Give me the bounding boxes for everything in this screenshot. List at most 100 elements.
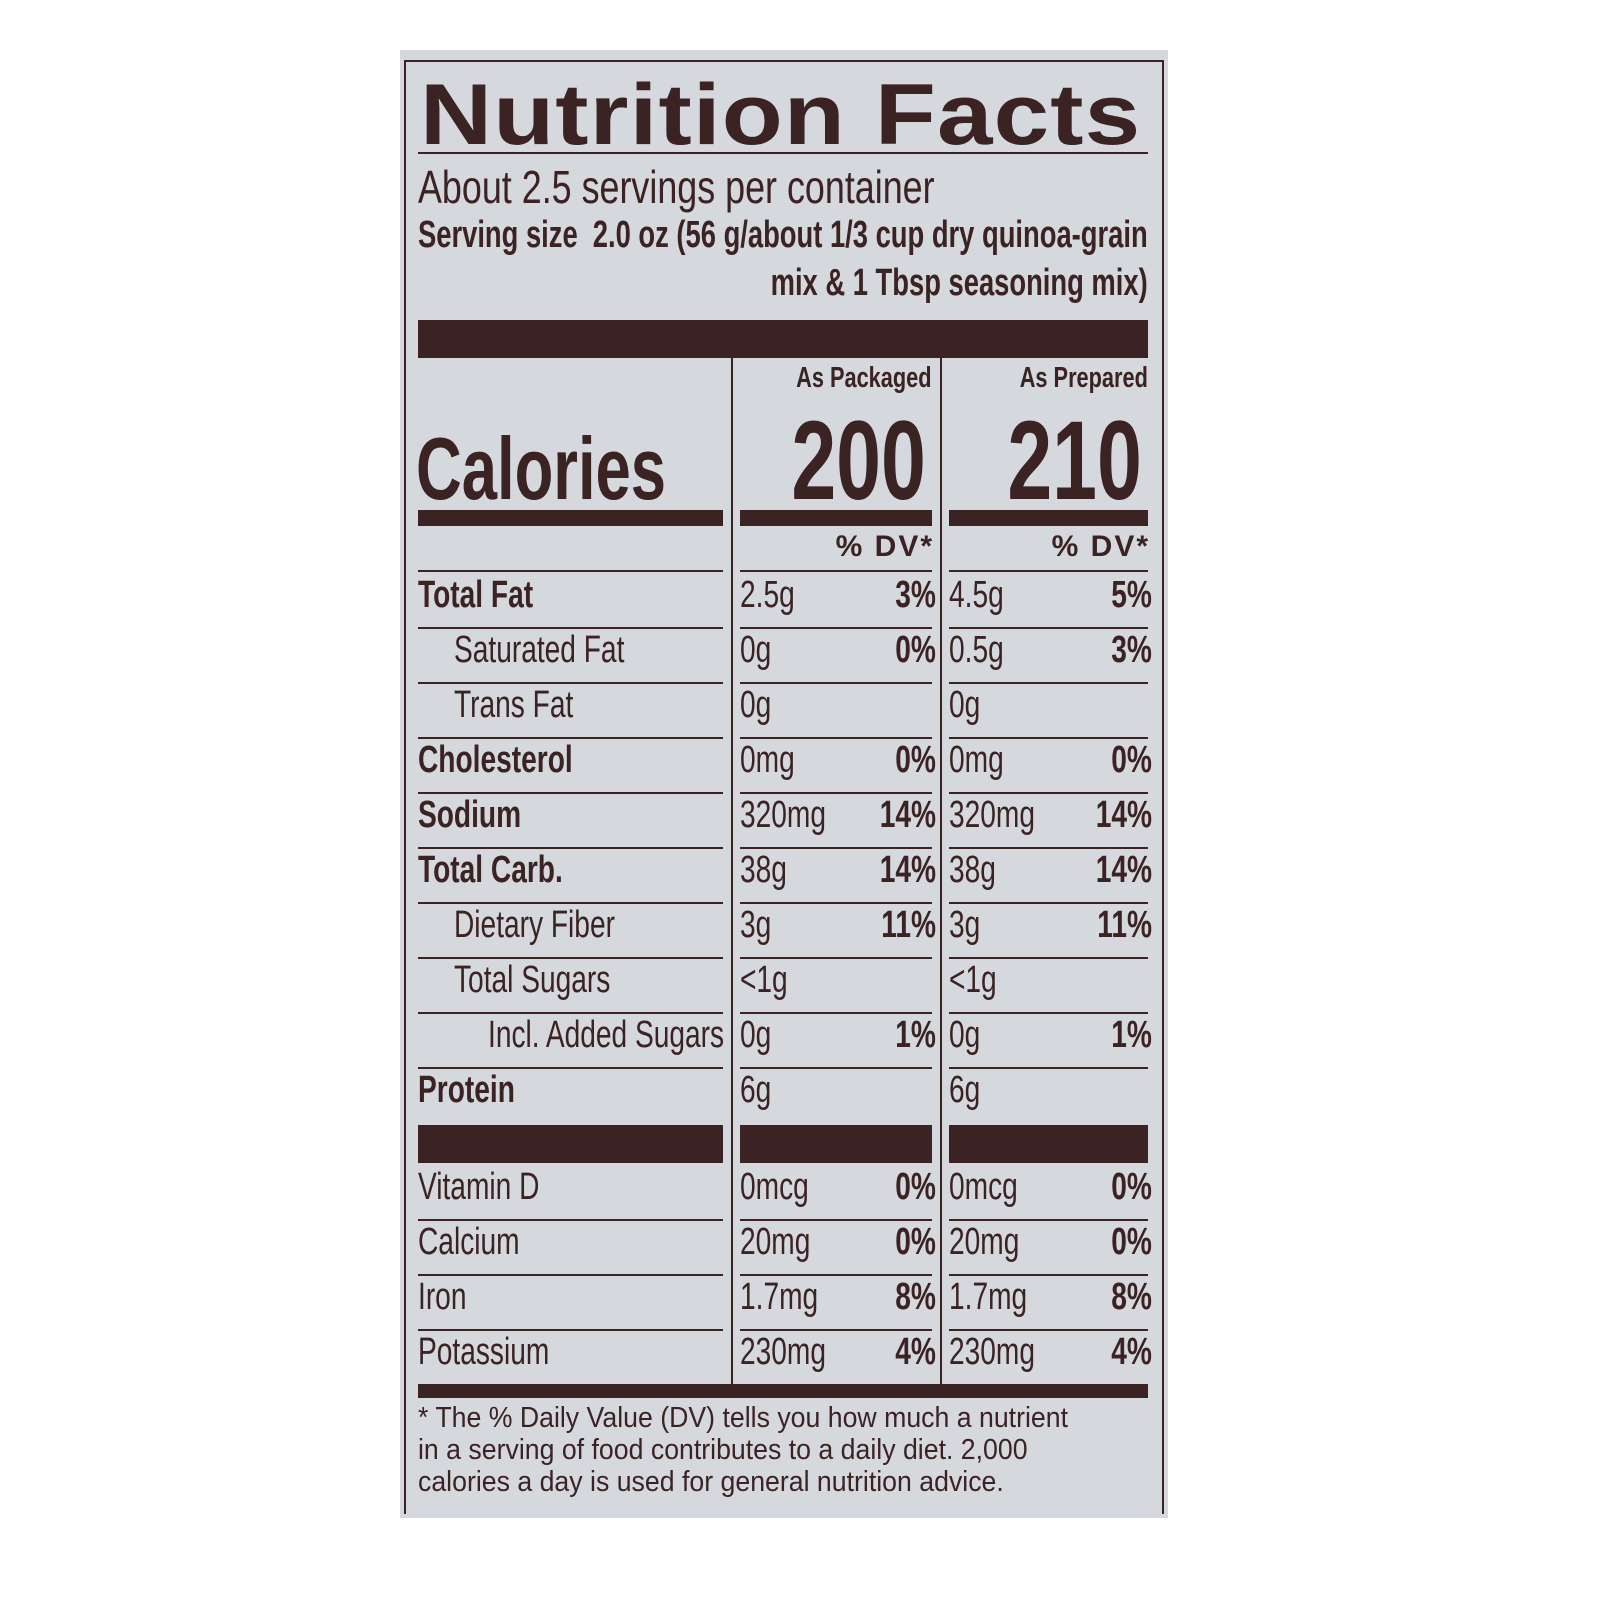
nutrient-amount: 0mg <box>949 739 1023 782</box>
nutrient-amount-text: 6g <box>740 1069 772 1111</box>
nutrient-amount: <1g <box>740 959 804 1002</box>
nutrient-dv-text: 14% <box>1095 849 1152 891</box>
nutrient-dv-text: 0% <box>1111 1166 1152 1208</box>
nutrient-amount: <1g <box>949 959 1013 1002</box>
divider <box>949 682 1148 684</box>
nutrient-amount-text: 0g <box>740 684 772 726</box>
footnote-text: * The % Daily Value (DV) tells you how m… <box>418 1402 1069 1498</box>
nutrient-amount: 1.7mg <box>949 1276 1055 1319</box>
nutrient-amount-text: 320mg <box>949 794 1035 836</box>
nutrient-amount-text: 4.5g <box>949 574 1004 616</box>
nutrient-dv-text: 0% <box>895 629 936 671</box>
nutrient-amount: 4.5g <box>949 574 1023 617</box>
serving-size-label-text: Serving size <box>418 214 578 256</box>
nutrient-amount-text: 38g <box>949 849 996 891</box>
label-border <box>404 60 1164 1514</box>
nutrient-amount-text: <1g <box>949 959 997 1001</box>
column-header-text: As Prepared <box>1019 362 1148 394</box>
nutrient-dv: 0% <box>1097 1166 1152 1209</box>
nutrient-amount-text: 38g <box>740 849 787 891</box>
nutrient-name-text: Vitamin D <box>418 1166 540 1208</box>
nutrient-amount: 38g <box>740 849 803 892</box>
nutrient-amount-text: 0mcg <box>949 1166 1018 1208</box>
calories-value-text: 210 <box>1007 398 1142 523</box>
nutrient-dv-text: 0% <box>1111 1221 1152 1263</box>
nutrient-name-text: Potassium <box>418 1331 550 1373</box>
nutrient-amount-text: 6g <box>949 1069 981 1111</box>
medium-divider <box>418 510 723 526</box>
calories-value-prepared: 210 <box>955 396 1142 525</box>
medium-divider <box>740 510 932 526</box>
calories-value-packaged: 200 <box>739 396 926 525</box>
nutrient-dv: 4% <box>1097 1331 1152 1374</box>
nutrient-name: Protein <box>418 1069 549 1112</box>
nutrient-dv: 8% <box>881 1276 936 1319</box>
nutrient-amount-text: <1g <box>740 959 788 1001</box>
divider <box>740 792 932 794</box>
nutrient-dv-text: 11% <box>1097 904 1152 946</box>
nutrient-dv: 0% <box>881 1166 936 1209</box>
divider <box>740 570 932 572</box>
nutrient-amount: 0g <box>740 1014 782 1057</box>
column-divider <box>940 358 942 1385</box>
servings-text: About 2.5 servings per container <box>418 161 935 213</box>
nutrient-amount: 0mcg <box>949 1166 1042 1209</box>
nutrient-name-text: Cholesterol <box>418 739 573 781</box>
divider <box>418 1329 723 1331</box>
nutrient-dv: 14% <box>860 849 936 892</box>
divider <box>418 847 723 849</box>
nutrient-name-text: Saturated Fat <box>454 629 625 671</box>
divider <box>949 1219 1148 1221</box>
nutrient-dv: 14% <box>1076 794 1152 837</box>
divider <box>740 1067 932 1069</box>
nutrient-name-text: Sodium <box>418 794 522 836</box>
nutrient-amount-text: 0g <box>740 629 772 671</box>
divider <box>418 152 1148 154</box>
divider <box>949 902 1148 904</box>
divider <box>418 570 723 572</box>
divider <box>418 1067 723 1069</box>
label-title: Nutrition Facts <box>420 66 1140 165</box>
nutrient-dv-text: 11% <box>881 904 936 946</box>
nutrient-name: Vitamin D <box>418 1166 582 1209</box>
nutrient-amount-text: 0g <box>949 1014 981 1056</box>
nutrient-amount-text: 3g <box>949 904 981 946</box>
nutrient-amount-text: 320mg <box>740 794 826 836</box>
divider <box>949 1012 1148 1014</box>
divider <box>418 902 723 904</box>
nutrient-name: Potassium <box>418 1331 595 1374</box>
divider <box>949 792 1148 794</box>
nutrient-amount: 3g <box>949 904 991 947</box>
nutrient-name: Dietary Fiber <box>454 904 672 947</box>
nutrient-name-text: Protein <box>418 1069 515 1111</box>
thick-divider <box>418 1125 723 1163</box>
nutrient-dv-text: 4% <box>1111 1331 1152 1373</box>
nutrient-amount: 0g <box>949 684 991 727</box>
divider <box>740 957 932 959</box>
nutrient-amount-text: 2.5g <box>740 574 795 616</box>
divider <box>418 682 723 684</box>
nutrient-amount-text: 0mg <box>740 739 795 781</box>
nutrient-name: Calcium <box>418 1221 555 1264</box>
nutrient-amount-text: 20mg <box>949 1221 1020 1263</box>
nutrient-name-text: Iron <box>418 1276 467 1318</box>
nutrient-dv: 0% <box>881 739 936 782</box>
nutrient-amount-text: 0mcg <box>740 1166 809 1208</box>
nutrient-amount: 38g <box>949 849 1012 892</box>
nutrient-dv: 11% <box>862 904 936 947</box>
thick-divider <box>949 1125 1148 1163</box>
dv-header-prepared: % DV* <box>1051 530 1150 563</box>
nutrient-amount-text: 230mg <box>740 1331 826 1373</box>
calories-label-text: Calories <box>416 419 667 518</box>
medium-divider <box>949 510 1148 526</box>
nutrient-name-text: Dietary Fiber <box>454 904 615 946</box>
divider <box>418 1012 723 1014</box>
serving-size-value-line1: 2.0 oz (56 g/about 1/3 cup dry quinoa-gr… <box>377 214 1148 257</box>
nutrient-amount: 230mg <box>740 1331 856 1374</box>
nutrient-amount: 0g <box>740 629 782 672</box>
divider <box>418 957 723 959</box>
nutrient-amount: 0.5g <box>949 629 1023 672</box>
nutrient-dv-text: 3% <box>895 574 936 616</box>
nutrient-amount: 2.5g <box>740 574 814 617</box>
medium-divider <box>418 1384 1148 1398</box>
